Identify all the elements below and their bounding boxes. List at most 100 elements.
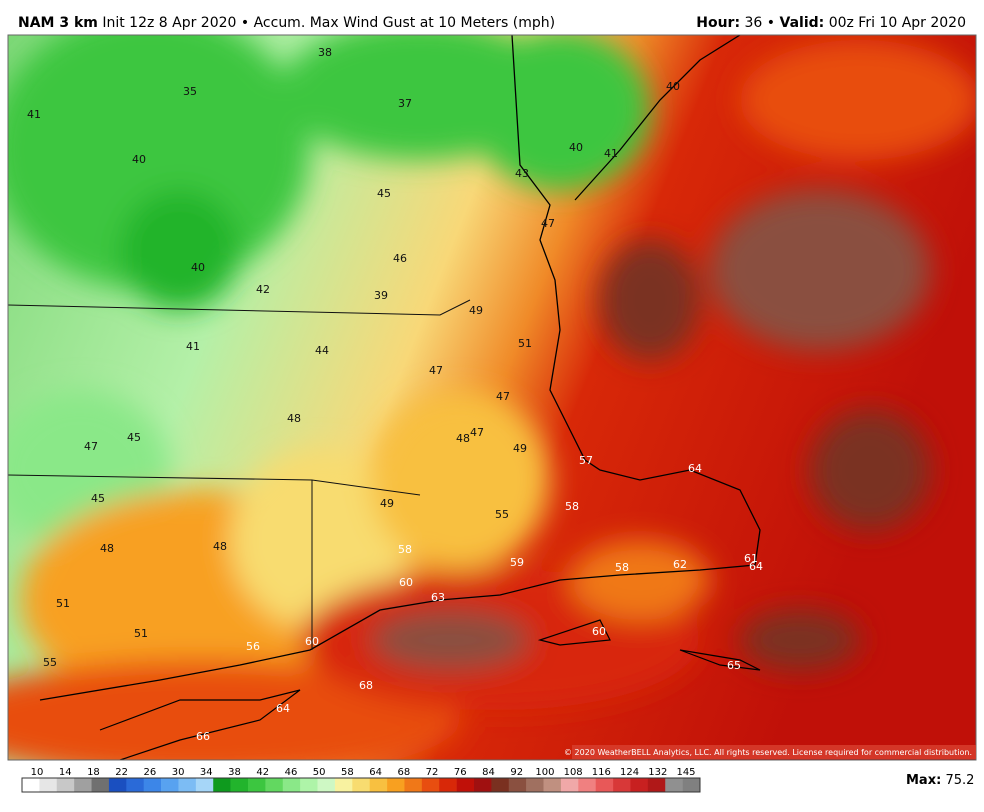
map-value: 58 — [615, 561, 629, 574]
map-value: 35 — [183, 85, 197, 98]
map-value: 40 — [666, 80, 680, 93]
model: NAM 3 km — [18, 15, 98, 31]
map-value: 60 — [399, 576, 413, 589]
map-value: 62 — [673, 558, 687, 571]
colorbar-swatch — [665, 778, 683, 792]
colorbar-swatch — [526, 778, 544, 792]
map-value: 55 — [495, 508, 509, 521]
colorbar-swatch — [456, 778, 475, 792]
colorbar-tick-label: 132 — [648, 767, 667, 778]
colorbar-swatch — [248, 778, 266, 792]
map-value: 39 — [374, 289, 388, 302]
map-labels: 38 35 37 41 40 40 40 41 43 45 47 46 40 42 39 49 51 41 44 47… — [27, 46, 763, 743]
map-value: 59 — [510, 556, 524, 569]
map-value: 51 — [56, 597, 70, 610]
colorbar-tick-label: 14 — [59, 767, 72, 778]
map-value: 47 — [84, 440, 98, 453]
hour: 36 • — [745, 15, 776, 31]
colorbar-swatch — [613, 778, 631, 792]
map-value: 61 — [744, 552, 758, 565]
colorbar-swatch — [508, 778, 527, 792]
map-value: 58 — [398, 543, 412, 556]
colorbar-swatch — [404, 778, 423, 792]
colorbar-swatch — [56, 778, 75, 792]
colorbar-swatch — [421, 778, 440, 792]
colorbar-tick-label: 50 — [313, 767, 326, 778]
colorbar-swatch — [352, 778, 370, 792]
colorbar-swatch — [317, 778, 336, 792]
copyright: © 2020 WeatherBELL Analytics, LLC. All r… — [564, 748, 972, 757]
colorbar-tick-label: 84 — [482, 767, 495, 778]
colorbar-swatch — [91, 778, 110, 792]
colorbar-tick-label: 18 — [87, 767, 100, 778]
colorbar-swatch — [265, 778, 284, 792]
colorbar: 10 14 18 22 26 30 34 38 42 46 50 58 64 68 72 76 84 92 100 1… — [21, 767, 701, 793]
colorbar-tick-label: 42 — [256, 767, 269, 778]
map-value: 40 — [569, 141, 583, 154]
map-value: 60 — [305, 635, 319, 648]
map-value: 55 — [43, 656, 57, 669]
map-value: 64 — [749, 560, 763, 573]
map-value: 48 — [100, 542, 114, 555]
description: Init 12z 8 Apr 2020 • Accum. Max Wind Gu… — [102, 15, 555, 31]
colorbar-tick-label: 58 — [341, 767, 354, 778]
map-value: 47 — [541, 217, 555, 230]
map-value: 41 — [604, 147, 618, 160]
colorbar-tick-label: 68 — [397, 767, 410, 778]
colorbar-swatch — [578, 778, 596, 792]
map-value: 63 — [431, 591, 445, 604]
colorbar-swatch — [630, 778, 649, 792]
map-value: 40 — [191, 261, 205, 274]
header-left: NAM 3 km Init 12z 8 Apr 2020 • Accum. Ma… — [18, 15, 555, 31]
colorbar-swatch — [230, 778, 249, 792]
colorbar-tick-label: 64 — [369, 767, 382, 778]
colorbar-swatch — [39, 778, 58, 792]
colorbar-tick-label: 38 — [228, 767, 241, 778]
colorbar-swatch — [647, 778, 666, 792]
max-value: 75.2 — [945, 773, 974, 788]
map-value: 40 — [132, 153, 146, 166]
colorbar-tick-label: 145 — [676, 767, 695, 778]
map-value: 49 — [513, 442, 527, 455]
map-value: 47 — [470, 426, 484, 439]
colorbar-swatch — [178, 778, 197, 792]
colorbar-swatch — [282, 778, 301, 792]
colorbar-swatch — [195, 778, 214, 792]
map-value: 43 — [515, 167, 529, 180]
colorbar-swatch — [213, 778, 231, 792]
colorbar-swatch — [74, 778, 92, 792]
header-right: Hour: 36 • Valid: 00z Fri 10 Apr 2020 — [696, 15, 966, 31]
colorbar-tick-label: 26 — [144, 767, 157, 778]
colorbar-tick-label: 22 — [115, 767, 128, 778]
map-value: 41 — [186, 340, 200, 353]
colorbar-tick-label: 46 — [285, 767, 298, 778]
colorbar-swatch — [369, 778, 388, 792]
colorbar-swatch — [595, 778, 614, 792]
colorbar-swatch — [161, 778, 179, 792]
map — [8, 35, 976, 760]
map-value: 45 — [91, 492, 105, 505]
map-value: 47 — [496, 390, 510, 403]
map-value: 45 — [127, 431, 141, 444]
colorbar-tick-label: 92 — [510, 767, 523, 778]
colorbar-tick-label: 10 — [31, 767, 44, 778]
copyright-bg — [572, 745, 976, 759]
map-value: 41 — [27, 108, 41, 121]
colorbar-tick-label: 108 — [564, 767, 583, 778]
colorbar-swatch — [143, 778, 162, 792]
colorbar-tick-label: 72 — [426, 767, 439, 778]
colorbar-swatch — [22, 778, 40, 792]
colorbar-swatch — [560, 778, 579, 792]
hour-label: Hour: — [696, 15, 740, 31]
valid: 00z Fri 10 Apr 2020 — [829, 15, 966, 31]
colorbar-swatch — [334, 778, 353, 792]
colorbar-tick-label: 34 — [200, 767, 213, 778]
max-label: Max: — [906, 773, 941, 788]
map-value: 48 — [287, 412, 301, 425]
map-value: 64 — [276, 702, 290, 715]
map-value: 47 — [429, 364, 443, 377]
map-value: 65 — [727, 659, 741, 672]
colorbar-tick-label: 100 — [535, 767, 554, 778]
colorbar-swatch — [300, 778, 318, 792]
